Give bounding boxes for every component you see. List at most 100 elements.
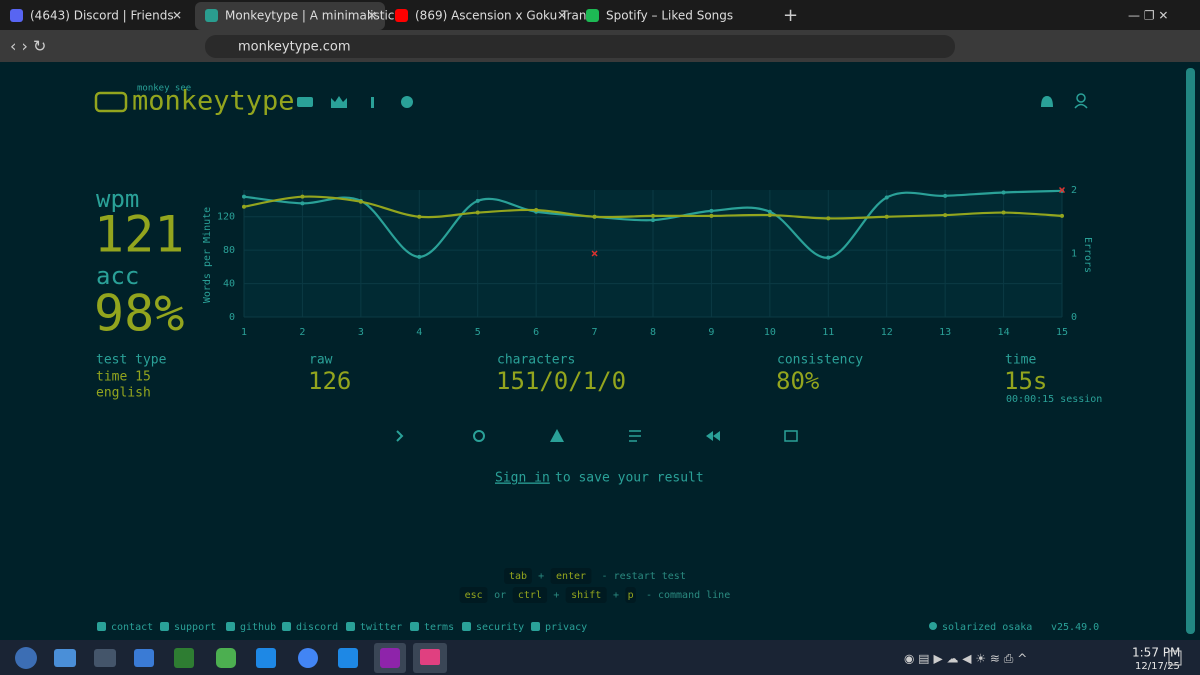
app-icon[interactable]: [420, 649, 440, 665]
url[interactable]: monkeytype.com: [238, 40, 351, 55]
footer-link[interactable]: support: [174, 622, 216, 633]
logo-icon[interactable]: [94, 91, 128, 113]
tabs: (4643) Discord | Friends✕ Monkeytype | A …: [10, 9, 733, 23]
y-axis-label: Words per Minute: [202, 207, 213, 303]
test-language: english: [96, 386, 151, 401]
consistency-label: consistency: [777, 353, 863, 368]
practice-words[interactable]: [550, 429, 564, 442]
shortcut-text: +: [553, 590, 559, 601]
theme-name[interactable]: solarized osaka: [942, 622, 1032, 633]
footer-link[interactable]: terms: [424, 622, 454, 633]
info-icon[interactable]: [371, 97, 374, 108]
shortcut-text: +: [538, 571, 544, 582]
series-point: [767, 209, 772, 214]
bell-icon[interactable]: [1041, 96, 1053, 107]
app-icon[interactable]: [54, 649, 76, 667]
series-point: [592, 214, 597, 219]
app-icon[interactable]: [216, 648, 236, 668]
x-tick-label: 10: [764, 327, 776, 338]
footer-icon: [462, 622, 471, 631]
app-icon[interactable]: [15, 647, 37, 669]
tab-title[interactable]: (4643) Discord | Friends: [30, 9, 174, 23]
key-cap: [459, 587, 488, 603]
shortcuts: tab + enter - restart test esc or ctrl + shift + p…: [459, 568, 730, 603]
account-icon[interactable]: [1076, 93, 1086, 103]
tab-close[interactable]: ✕: [557, 9, 567, 23]
clock-time[interactable]: 1:57 PM: [1132, 646, 1180, 660]
series-point: [358, 199, 363, 204]
nav-buttons[interactable]: ‹ › ↻: [10, 37, 46, 56]
raw-value: 126: [308, 367, 351, 395]
footer-link[interactable]: github: [240, 622, 276, 633]
app-icon[interactable]: [298, 648, 318, 668]
footer-link[interactable]: security: [476, 622, 524, 633]
footer-link[interactable]: privacy: [545, 622, 587, 633]
shortcut-text: - command line: [646, 590, 730, 601]
window-controls[interactable]: — ❐ ✕: [1128, 9, 1168, 23]
y2-axis-label: Errors: [1082, 237, 1093, 273]
screenshot[interactable]: [784, 430, 798, 442]
footer-link[interactable]: contact: [111, 622, 153, 633]
series-point: [651, 213, 655, 218]
footer-link[interactable]: twitter: [360, 622, 402, 633]
tab-title[interactable]: Spotify – Liked Songs: [606, 9, 733, 23]
x-tick-label: 1: [241, 327, 247, 338]
next-test[interactable]: [396, 430, 404, 442]
acc-value: 98%: [94, 285, 184, 343]
series-point: [242, 194, 246, 199]
replay[interactable]: [706, 431, 720, 441]
app-icon[interactable]: [94, 649, 116, 667]
error-marker: [591, 250, 598, 257]
key-label: enter: [556, 571, 586, 582]
app-icon[interactable]: [174, 648, 194, 668]
raw-label: raw: [309, 353, 333, 368]
footer: contact support github discord twitter terms s…: [97, 622, 587, 633]
new-tab[interactable]: +: [783, 5, 798, 26]
y-tick-label: 0: [229, 312, 235, 323]
tab-title[interactable]: Monkeytype | A minimalistic: [225, 9, 394, 23]
footer-icon: [160, 622, 169, 631]
footer-icon: [531, 622, 540, 631]
error-marker: [1058, 186, 1066, 194]
address-bar[interactable]: [205, 35, 955, 58]
crown-icon[interactable]: [331, 96, 347, 108]
x-tick-label: 13: [939, 327, 951, 338]
series-point: [300, 194, 305, 199]
tab-close[interactable]: ✕: [172, 9, 182, 23]
series-point: [534, 208, 539, 213]
y-tick-label: 80: [223, 245, 235, 256]
key-label: shift: [571, 590, 601, 601]
logo[interactable]: monkeytype: [132, 86, 295, 117]
clock-date[interactable]: 12/17/25: [1135, 661, 1180, 672]
version[interactable]: v25.49.0: [1051, 622, 1099, 633]
series-point: [651, 218, 655, 223]
wpm-label: wpm: [96, 185, 139, 213]
series-point: [826, 216, 831, 221]
tab-icon: [586, 9, 599, 22]
show-desktop[interactable]: [1168, 650, 1182, 666]
key-cap: [550, 568, 592, 584]
x-tick-label: 4: [416, 327, 422, 338]
tab-close[interactable]: ✕: [367, 9, 377, 23]
app-icon[interactable]: [134, 649, 154, 667]
tray-icons[interactable]: ◉ ▤ ▶ ☁ ◀ ☀ ≋ ⎙ ^: [904, 652, 1027, 666]
active-tab[interactable]: [195, 2, 385, 30]
series-point: [242, 204, 246, 209]
app-icon[interactable]: [338, 648, 358, 668]
sign-in-link[interactable]: Sign in: [495, 471, 550, 486]
scrollbar[interactable]: [1186, 68, 1195, 634]
restart-test[interactable]: [473, 430, 485, 442]
app-icon[interactable]: [380, 648, 400, 668]
keyboard-icon[interactable]: [297, 97, 313, 107]
tab-title[interactable]: (869) Ascension x Goku Trans: [415, 9, 593, 23]
session-time: 00:00:15 session: [1006, 394, 1102, 405]
x-tick-label: 9: [708, 327, 714, 338]
key-cap: [625, 587, 636, 603]
nav-icons: [297, 93, 1088, 109]
app-icon[interactable]: [256, 648, 276, 668]
word-history[interactable]: [629, 430, 641, 442]
settings-icon[interactable]: [401, 96, 413, 108]
footer-link[interactable]: discord: [296, 622, 338, 633]
page: [0, 62, 1200, 640]
series-point: [300, 201, 305, 206]
